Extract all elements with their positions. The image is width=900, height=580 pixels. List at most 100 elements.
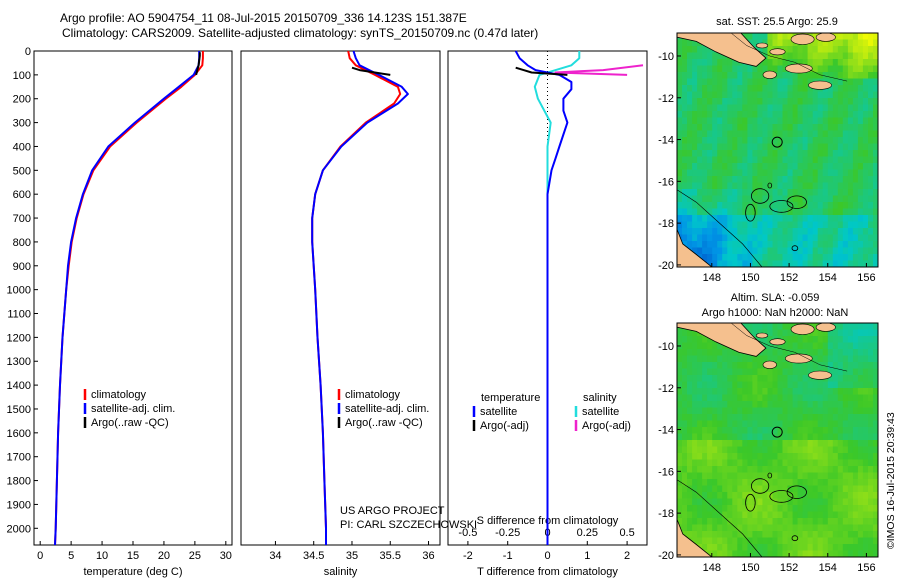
map-cell	[792, 169, 799, 177]
map-cell	[873, 78, 879, 86]
map-cell	[732, 156, 738, 164]
map-cell	[747, 505, 753, 512]
map-cell	[802, 433, 809, 441]
map-cell	[868, 329, 874, 337]
map-cell	[697, 433, 703, 441]
map-xtick-label: 156	[857, 562, 875, 574]
map-cell	[827, 498, 834, 506]
map-cell	[822, 46, 829, 53]
map-cell	[792, 518, 799, 525]
map-cell	[752, 78, 758, 86]
map-cell	[787, 414, 793, 421]
map-cell	[772, 130, 778, 138]
map-cell	[787, 260, 793, 268]
map-cell	[697, 479, 703, 486]
map-cell	[792, 46, 799, 53]
map-cell	[862, 189, 869, 196]
map-cell	[792, 202, 799, 209]
ytick-label: 300	[13, 118, 31, 130]
map-cell	[822, 440, 829, 447]
map-cell	[677, 401, 683, 408]
ytick-label: 800	[13, 237, 31, 249]
map-cell	[852, 202, 859, 209]
map-cell	[717, 505, 723, 512]
map-cell	[702, 228, 708, 235]
map-cell	[752, 39, 758, 47]
map-cell	[817, 182, 824, 190]
map-cell	[827, 362, 834, 369]
map-cell	[772, 544, 778, 551]
map-cell	[697, 394, 703, 402]
map-cell	[757, 195, 763, 203]
map-cell	[777, 228, 783, 235]
map-cell	[767, 234, 773, 242]
map-cell	[722, 260, 728, 268]
map-cell	[862, 208, 869, 216]
map-cell	[868, 234, 874, 242]
map-cell	[812, 59, 819, 66]
map-cell	[797, 241, 804, 248]
map-cell	[832, 104, 839, 112]
map-cell	[868, 124, 874, 131]
map-cell	[837, 189, 844, 196]
map-cell	[692, 329, 698, 337]
map-cell	[747, 247, 753, 255]
map-cell	[717, 254, 723, 261]
map-cell	[792, 52, 799, 60]
map-cell	[847, 254, 854, 261]
map-cell	[767, 427, 773, 434]
map-cell	[837, 375, 844, 382]
map-cell	[722, 381, 728, 389]
map-cell	[807, 459, 814, 467]
map-cell	[712, 189, 718, 196]
map-cell	[797, 407, 804, 415]
map-cell	[732, 414, 738, 421]
map-cell	[792, 163, 799, 170]
map-cell	[692, 511, 698, 519]
map-cell	[692, 518, 698, 525]
map-cell	[727, 394, 733, 402]
map-cell	[677, 420, 683, 428]
map-cell	[802, 228, 809, 235]
map-cell	[807, 260, 814, 268]
map-cell	[802, 511, 809, 519]
map-cell	[857, 195, 864, 203]
map-cell	[707, 459, 713, 467]
map-cell	[692, 241, 698, 248]
map-cell	[732, 446, 738, 454]
map-cell	[692, 247, 698, 255]
map-cell	[767, 130, 773, 138]
map-cell	[772, 518, 778, 525]
map-cell	[702, 537, 708, 545]
map-cell	[712, 143, 718, 151]
map-cell	[852, 375, 859, 382]
map-cell	[807, 414, 814, 421]
map-cell	[792, 466, 799, 473]
map-cell	[762, 511, 768, 519]
map-cell	[847, 440, 854, 447]
map-cell	[842, 544, 849, 551]
map-cell	[862, 427, 869, 434]
map-cell	[812, 169, 819, 177]
map-cell	[707, 550, 713, 558]
map-cell	[827, 407, 834, 415]
map-cell	[862, 407, 869, 415]
map-cell	[727, 498, 733, 506]
map-cell	[797, 485, 804, 493]
map-cell	[812, 182, 819, 190]
map-cell	[852, 72, 859, 79]
map-cell	[682, 163, 688, 170]
map-cell	[842, 420, 849, 428]
map-cell	[692, 169, 698, 177]
map-cell	[722, 221, 728, 229]
map-cell	[807, 492, 814, 499]
map-cell	[782, 479, 788, 486]
map-cell	[737, 355, 743, 363]
map-cell	[722, 414, 728, 421]
map-cell	[812, 98, 819, 105]
map-cell	[712, 492, 718, 499]
map-cell	[817, 247, 824, 255]
map-cell	[847, 33, 854, 40]
map-cell	[777, 78, 783, 86]
map-cell	[732, 150, 738, 157]
